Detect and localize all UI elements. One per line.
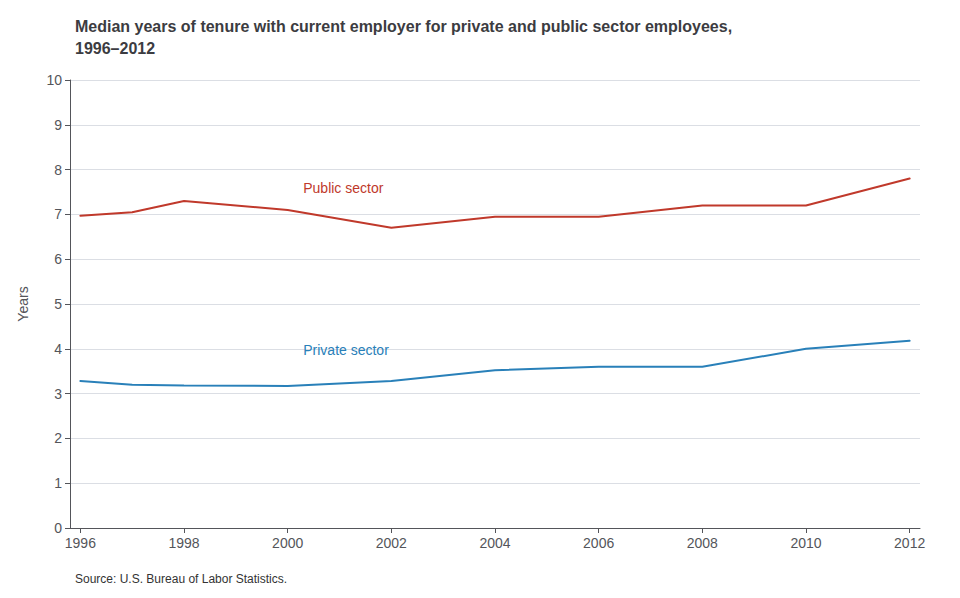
svg-text:1996: 1996: [65, 535, 96, 551]
svg-text:2: 2: [54, 430, 62, 446]
svg-text:8: 8: [54, 162, 62, 178]
svg-text:2002: 2002: [376, 535, 407, 551]
svg-text:2004: 2004: [479, 535, 510, 551]
svg-text:10: 10: [46, 72, 62, 88]
svg-text:0: 0: [54, 520, 62, 536]
svg-text:1998: 1998: [168, 535, 199, 551]
svg-text:1996–2012: 1996–2012: [75, 40, 155, 57]
svg-text:2000: 2000: [272, 535, 303, 551]
svg-text:5: 5: [54, 296, 62, 312]
svg-text:4: 4: [54, 341, 62, 357]
svg-text:3: 3: [54, 386, 62, 402]
svg-text:2006: 2006: [583, 535, 614, 551]
svg-text:Private sector: Private sector: [303, 342, 389, 358]
svg-text:9: 9: [54, 117, 62, 133]
svg-text:7: 7: [54, 206, 62, 222]
svg-text:2012: 2012: [894, 535, 925, 551]
svg-text:Public sector: Public sector: [303, 180, 383, 196]
svg-text:6: 6: [54, 251, 62, 267]
svg-text:Median years of tenure with cu: Median years of tenure with current empl…: [75, 18, 732, 35]
svg-text:Years: Years: [15, 286, 31, 321]
svg-text:2008: 2008: [687, 535, 718, 551]
svg-text:2010: 2010: [790, 535, 821, 551]
svg-text:Source: U.S. Bureau of Labor S: Source: U.S. Bureau of Labor Statistics.: [75, 572, 287, 586]
svg-text:1: 1: [54, 475, 62, 491]
